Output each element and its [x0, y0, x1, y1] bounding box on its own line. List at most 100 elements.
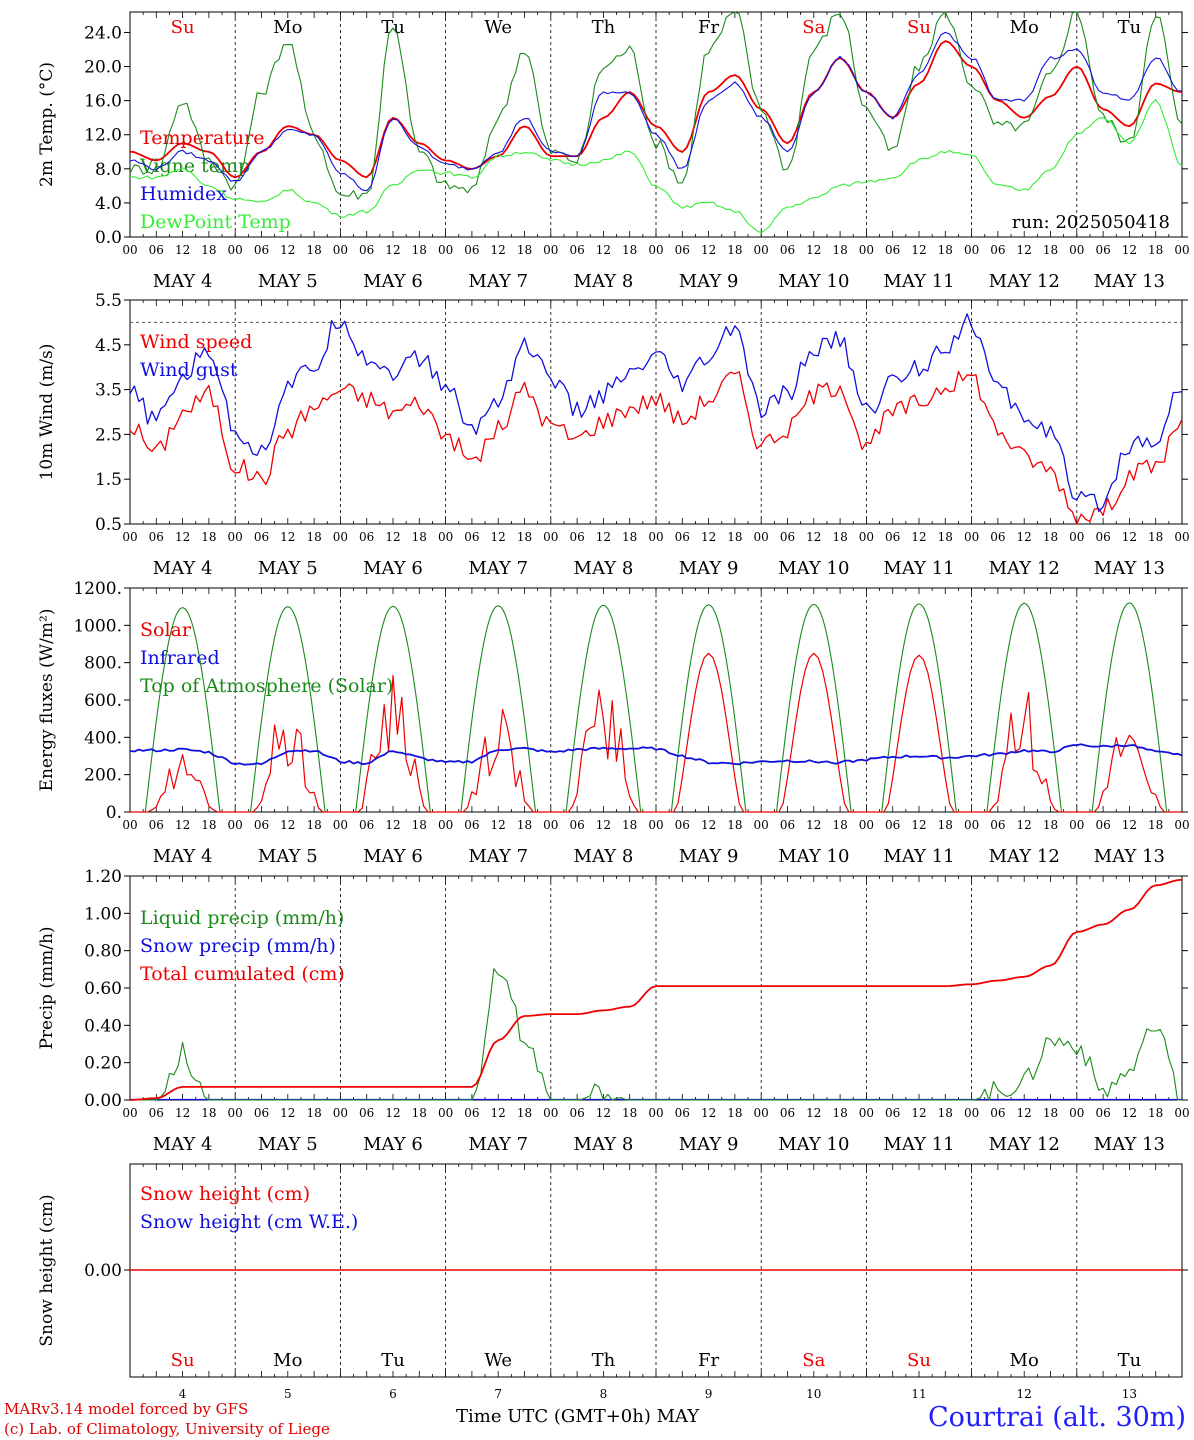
x-day-label: MAY 8 — [574, 846, 634, 867]
y-tick-label: 4.5 — [95, 336, 122, 356]
x-hour-label: 06 — [990, 243, 1005, 257]
x-hour-label: 00 — [333, 1106, 348, 1120]
x-hour-label: 12 — [280, 530, 295, 544]
x-day-label: MAY 9 — [679, 271, 739, 292]
x-day-label: MAY 5 — [258, 271, 318, 292]
x-hour-label: 06 — [464, 243, 479, 257]
x-day-label: MAY 12 — [989, 1134, 1060, 1155]
day-number-label: 9 — [705, 1387, 713, 1401]
x-hour-label: 12 — [491, 530, 506, 544]
x-hour-label: 18 — [1148, 530, 1163, 544]
x-hour-label: 00 — [438, 1106, 453, 1120]
x-hour-label: 06 — [149, 818, 164, 832]
x-day-label: MAY 13 — [1094, 1134, 1165, 1155]
x-hour-label: 12 — [175, 243, 190, 257]
x-day-label: MAY 13 — [1094, 271, 1165, 292]
station-name: Courtrai (alt. 30m) — [927, 1402, 1186, 1433]
x-hour-label: 06 — [359, 530, 374, 544]
x-hour-label: 12 — [596, 818, 611, 832]
x-hour-label: 12 — [911, 530, 926, 544]
x-day-label: MAY 8 — [574, 1134, 634, 1155]
x-hour-label: 00 — [228, 818, 243, 832]
day-number-label: 10 — [806, 1387, 821, 1401]
y-tick-label: 20.0 — [84, 58, 122, 78]
x-day-label: MAY 11 — [883, 1134, 954, 1155]
series-humidex — [129, 31, 1183, 192]
series-dewpoint-temp — [129, 99, 1183, 234]
series-total-cumulated — [129, 878, 1183, 1101]
series-wind-gust — [129, 313, 1183, 513]
x-hour-label: 00 — [754, 243, 769, 257]
y-tick-label: 1.5 — [95, 470, 122, 490]
x-day-label: MAY 9 — [679, 558, 739, 579]
x-day-label: MAY 5 — [258, 558, 318, 579]
y-tick-label: 0. — [106, 803, 122, 823]
x-hour-label: 18 — [832, 530, 847, 544]
panel-1: 00 06 12 18 00 06 12 18 00 06 12 18 00 06 12 18 00 06 12 18… — [37, 11, 1190, 292]
x-hour-label: 12 — [175, 1106, 190, 1120]
panel-frame — [129, 587, 1183, 813]
x-hour-label: 18 — [306, 818, 321, 832]
day-number-label: 11 — [911, 1387, 926, 1401]
x-hour-label: 00 — [648, 818, 663, 832]
x-hour-label: 12 — [806, 1106, 821, 1120]
x-hour-label: 18 — [1148, 1106, 1163, 1120]
x-hour-label: 00 — [438, 530, 453, 544]
x-hour-label: 06 — [569, 530, 584, 544]
x-day-label: MAY 6 — [363, 1134, 423, 1155]
legend-entry: Solar — [140, 619, 192, 641]
series-wind-speed — [129, 370, 1183, 525]
x-hour-label: 18 — [727, 530, 742, 544]
x-day-label: MAY 12 — [989, 558, 1060, 579]
x-hour-label: 12 — [911, 1106, 926, 1120]
x-hour-label: 06 — [990, 1106, 1005, 1120]
y-tick-label: 0.20 — [84, 1054, 122, 1074]
x-day-label: MAY 13 — [1094, 846, 1165, 867]
y-tick-label: 800. — [84, 654, 122, 674]
x-hour-label: 18 — [1043, 243, 1058, 257]
y-axis-label: 2m Temp. (°C) — [37, 62, 57, 187]
x-hour-label: 12 — [385, 1106, 400, 1120]
x-day-label: MAY 5 — [258, 1134, 318, 1155]
x-hour-label: 00 — [859, 818, 874, 832]
x-day-label: MAY 5 — [258, 846, 318, 867]
y-axis-label: 10m Wind (m/s) — [37, 344, 57, 481]
x-hour-label: 18 — [1043, 530, 1058, 544]
legend-entry: Wind gust — [140, 359, 238, 381]
x-hour-label: 12 — [1122, 818, 1137, 832]
x-hour-label: 18 — [1148, 818, 1163, 832]
x-hour-label: 06 — [464, 818, 479, 832]
x-hour-label: 12 — [280, 243, 295, 257]
legend-entry: Temperature — [140, 127, 264, 149]
x-hour-label: 12 — [280, 1106, 295, 1120]
day-number-label: 4 — [179, 1387, 187, 1401]
day-number-label: 7 — [494, 1387, 502, 1401]
x-hour-label: 18 — [201, 1106, 216, 1120]
x-hour-label: 18 — [201, 530, 216, 544]
x-hour-label: 12 — [596, 243, 611, 257]
x-axis-title: Time UTC (GMT+0h) MAY — [456, 1406, 700, 1427]
x-hour-label: 00 — [1069, 1106, 1084, 1120]
x-hour-label: 06 — [254, 1106, 269, 1120]
x-day-label: MAY 4 — [153, 846, 213, 867]
x-hour-label: 18 — [938, 1106, 953, 1120]
x-hour-label: 12 — [1017, 243, 1032, 257]
x-hour-label: 18 — [938, 530, 953, 544]
x-hour-label: 00 — [333, 243, 348, 257]
x-day-label: MAY 6 — [363, 558, 423, 579]
model-credit: MARv3.14 model forced by GFS — [4, 1400, 249, 1418]
weekday-label: Su — [171, 1350, 195, 1371]
x-hour-label: 06 — [254, 530, 269, 544]
x-hour-label: 00 — [543, 530, 558, 544]
x-hour-label: 06 — [359, 818, 374, 832]
x-hour-label: 06 — [1095, 1106, 1110, 1120]
day-number-label: 12 — [1017, 1387, 1032, 1401]
x-hour-label: 06 — [1095, 818, 1110, 832]
x-hour-label: 00 — [122, 1106, 137, 1120]
x-hour-label: 00 — [964, 530, 979, 544]
x-hour-label: 00 — [438, 818, 453, 832]
x-day-label: MAY 12 — [989, 846, 1060, 867]
x-hour-label: 00 — [1069, 530, 1084, 544]
x-hour-label: 00 — [964, 1106, 979, 1120]
x-hour-label: 06 — [254, 818, 269, 832]
